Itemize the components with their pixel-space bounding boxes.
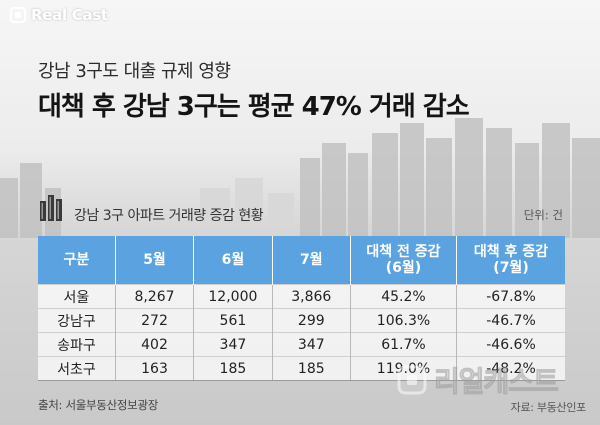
- cell-july: 185: [272, 356, 351, 381]
- cell-after-change: -46.7%: [456, 308, 565, 333]
- cell-july: 3,866: [272, 284, 351, 309]
- realcast-logo-icon: [397, 365, 427, 395]
- brand-logo: Real Cast: [10, 6, 108, 24]
- header-before-change: 대책 전 증감 (6월): [350, 236, 458, 285]
- watermark-text: 리얼캐스트: [434, 365, 560, 399]
- source-note: 출처: 서울부동산정보광장: [38, 398, 159, 412]
- header-july: 7월: [272, 236, 351, 285]
- table-row: 송파구 402 347 347 61.7% -46.6%: [38, 332, 565, 357]
- cell-after-change: -48.2%: [456, 356, 565, 381]
- table-row: 서울 8,267 12,000 3,866 45.2% -67.8%: [38, 284, 565, 309]
- cell-june: 12,000: [193, 284, 273, 309]
- watermark: 리얼캐스트: [396, 360, 560, 400]
- cell-before-change: 45.2%: [350, 284, 458, 309]
- table-row: 강남구 272 561 299 106.3% -46.7%: [38, 308, 565, 333]
- transaction-table: 구분 5월 6월 7월 대책 전 증감 (6월) 대책 후 증감 (7월) 서울 8…: [38, 236, 565, 381]
- cell-after-change: -67.8%: [456, 284, 565, 309]
- realcast-logo-icon: [10, 7, 26, 23]
- subtitle: 강남 3구도 대출 규제 영향: [38, 61, 231, 82]
- header-may: 5월: [115, 236, 195, 285]
- header-after-change: 대책 후 증감 (7월): [456, 236, 565, 285]
- credit-note: 자료: 부동산인포: [510, 401, 587, 414]
- row-label: 서울: [38, 284, 116, 309]
- section-title: 강남 3구 아파트 거래량 증감 현황: [74, 208, 264, 224]
- brand-name: Real Cast: [31, 6, 108, 24]
- cell-may: 8,267: [115, 284, 195, 309]
- unit-label: 단위: 건: [523, 208, 563, 222]
- headline: 대책 후 강남 3구는 평균 47% 거래 감소: [38, 92, 470, 122]
- cell-june: 185: [193, 356, 273, 381]
- apartment-buildings-icon: [40, 195, 62, 221]
- city-skyline-illustration: [0, 118, 600, 238]
- cell-may: 272: [115, 308, 195, 333]
- row-label: 송파구: [38, 332, 116, 357]
- cell-june: 347: [193, 332, 273, 357]
- cell-before-change: 106.3%: [350, 308, 458, 333]
- cell-june: 561: [193, 308, 273, 333]
- cell-after-change: -46.6%: [456, 332, 565, 357]
- cell-may: 402: [115, 332, 195, 357]
- header-june: 6월: [193, 236, 273, 285]
- header-category: 구분: [38, 236, 116, 285]
- cell-before-change: 61.7%: [350, 332, 458, 357]
- cell-july: 347: [272, 332, 351, 357]
- row-label: 강남구: [38, 308, 116, 333]
- table-row: 서초구 163 185 185 119.0% -48.2%: [38, 356, 565, 381]
- cell-july: 299: [272, 308, 351, 333]
- row-label: 서초구: [38, 356, 116, 381]
- cell-may: 163: [115, 356, 195, 381]
- table-header-row: 구분 5월 6월 7월 대책 전 증감 (6월) 대책 후 증감 (7월): [38, 236, 565, 285]
